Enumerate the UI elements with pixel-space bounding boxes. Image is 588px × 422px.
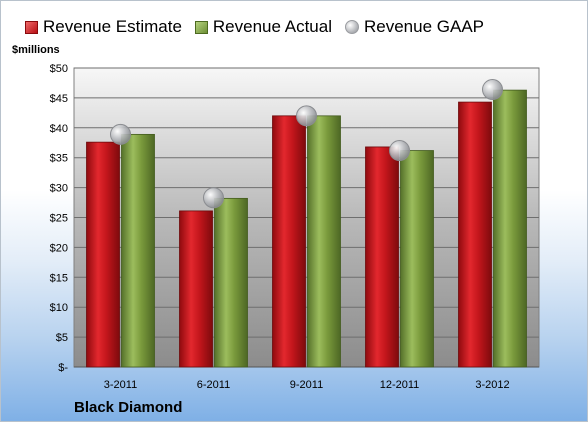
y-tick-label: $- [58, 362, 68, 374]
y-axis-unit-label: $millions [12, 44, 60, 56]
bar-revenue-actual [400, 150, 434, 368]
bar-revenue-estimate [179, 210, 213, 368]
legend-swatch-gaap [345, 20, 359, 34]
x-tick-label: 3-2012 [475, 379, 509, 391]
legend-item-gaap: Revenue GAAP [345, 17, 484, 37]
y-tick-label: $20 [50, 242, 68, 254]
bar-revenue-estimate [86, 141, 120, 368]
bars [86, 79, 527, 368]
point-revenue-gaap [203, 187, 224, 209]
bar-revenue-actual [493, 89, 527, 368]
y-tick-label: $30 [50, 183, 68, 195]
legend-swatch-actual [194, 20, 208, 34]
legend: Revenue Estimate Revenue Actual Revenue … [25, 17, 497, 37]
y-tick-label: $15 [50, 272, 68, 284]
y-tick-label: $25 [50, 213, 68, 225]
legend-item-actual: Revenue Actual [194, 17, 332, 37]
bar-revenue-actual [121, 133, 155, 368]
point-revenue-gaap [482, 79, 503, 101]
legend-item-estimate: Revenue Estimate [25, 17, 182, 37]
point-revenue-gaap [296, 105, 317, 127]
legend-label-actual: Revenue Actual [212, 17, 332, 36]
bar-revenue-estimate [458, 101, 492, 368]
y-tick-label: $5 [56, 332, 68, 344]
legend-label-gaap: Revenue GAAP [364, 17, 485, 36]
y-tick-label: $45 [50, 93, 68, 105]
point-revenue-gaap [110, 123, 131, 145]
y-tick-label: $35 [50, 153, 68, 165]
bar-revenue-actual [307, 115, 341, 368]
x-tick-label: 9-2011 [290, 379, 323, 391]
bar-revenue-actual [214, 197, 248, 368]
legend-label-estimate: Revenue Estimate [43, 17, 182, 36]
y-tick-label: $40 [50, 123, 68, 135]
x-axis-ticks: 3-2011 6-2011 9-2011 12-2011 3-2012 [104, 379, 510, 391]
x-tick-label: 12-2011 [380, 379, 420, 391]
x-tick-label: 3-2011 [104, 379, 137, 391]
y-tick-label: $10 [50, 302, 68, 314]
legend-swatch-estimate [25, 20, 38, 34]
bar-revenue-estimate [272, 115, 306, 368]
company-name: Black Diamond [74, 399, 183, 416]
point-revenue-gaap [389, 140, 410, 162]
x-tick-label: 6-2011 [197, 379, 230, 391]
bar-revenue-estimate [365, 146, 399, 368]
y-tick-label: $50 [50, 63, 68, 75]
y-axis-ticks: $- $5 $10 $15 $20 $25 $30 $35 $40 $45 $50 [50, 63, 69, 374]
